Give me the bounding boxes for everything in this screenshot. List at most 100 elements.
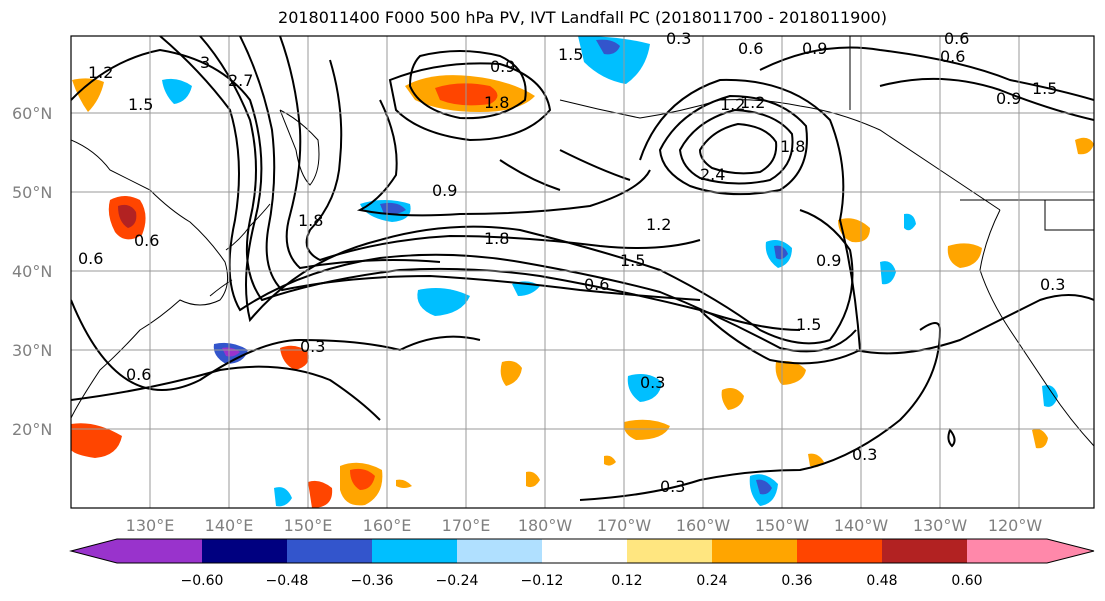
negative-anomaly-patch bbox=[627, 374, 662, 402]
contour-label: 1.8 bbox=[298, 211, 323, 230]
map-frame bbox=[70, 35, 1095, 509]
contour-label: 0.3 bbox=[640, 373, 665, 392]
map-title: 2018011400 F000 500 hPa PV, IVT Landfall… bbox=[278, 8, 887, 27]
contour-label: 3 bbox=[200, 53, 210, 72]
contour-label: 1.2 bbox=[646, 215, 671, 234]
colorbar-under-extension bbox=[71, 539, 117, 563]
colorbar-tick-label: 0.36 bbox=[781, 573, 812, 589]
lon-label: 160°W bbox=[676, 516, 731, 535]
contour-label: 0.3 bbox=[1040, 275, 1065, 294]
lon-label: 150°E bbox=[284, 516, 333, 535]
contour-label: 0.3 bbox=[666, 29, 691, 48]
north-america-west-coast bbox=[979, 209, 1094, 447]
kamchatka-coastline bbox=[279, 109, 320, 186]
colorbar-tick-label: −0.24 bbox=[436, 573, 479, 589]
contour-label: 1.8 bbox=[780, 137, 805, 156]
contour-label: 0.6 bbox=[738, 39, 763, 58]
colorbar-over-extension bbox=[1047, 539, 1094, 563]
pv-contour bbox=[855, 294, 1094, 355]
lat-label: 20°N bbox=[12, 420, 52, 439]
pv-contour bbox=[947, 428, 956, 448]
lon-label: 130°W bbox=[913, 516, 968, 535]
pv-contour bbox=[71, 299, 481, 391]
positive-anomaly-patch bbox=[775, 361, 806, 385]
lon-label: 130°E bbox=[126, 516, 175, 535]
contour-label: 2.4 bbox=[700, 165, 725, 184]
shaded-patches bbox=[71, 36, 1094, 508]
positive-anomaly-patch bbox=[308, 480, 333, 508]
pv-contour bbox=[279, 36, 441, 270]
pv-contour bbox=[305, 59, 701, 262]
contour-label: 1.5 bbox=[128, 95, 153, 114]
pv-contour bbox=[199, 36, 801, 331]
lon-label: 170°E bbox=[442, 516, 491, 535]
colorbar-tick-label: −0.60 bbox=[181, 573, 224, 589]
positive-anomaly-patch bbox=[526, 471, 540, 488]
colorbar-tick-label: −0.48 bbox=[266, 573, 309, 589]
pv-contour bbox=[388, 62, 552, 142]
latitude-labels: 60°N 50°N 40°N 30°N 20°N bbox=[12, 104, 52, 439]
colorbar-outline bbox=[69, 538, 1095, 564]
pv-contour bbox=[639, 78, 862, 365]
lon-label: 180°W bbox=[518, 516, 573, 535]
positive-anomaly-patch bbox=[947, 243, 982, 268]
pv-contour bbox=[759, 46, 1094, 101]
negative-anomaly-patch bbox=[417, 288, 470, 316]
pv-contour bbox=[879, 77, 1094, 121]
positive-anomaly-patch bbox=[623, 419, 670, 440]
lon-label: 170°W bbox=[597, 516, 652, 535]
negative-anomaly-patch bbox=[774, 245, 788, 260]
lat-label: 40°N bbox=[12, 262, 52, 281]
pv-contour bbox=[71, 48, 854, 345]
contour-label: 0.6 bbox=[126, 365, 151, 384]
lon-label: 150°W bbox=[755, 516, 810, 535]
lon-label: 140°W bbox=[834, 516, 889, 535]
colorbar-tick-label: −0.36 bbox=[351, 573, 394, 589]
contour-label: 0.3 bbox=[852, 445, 877, 464]
contour-label: 1.2 bbox=[720, 95, 745, 114]
contour-label: 1.8 bbox=[484, 229, 509, 248]
contour-label: 0.6 bbox=[584, 275, 609, 294]
positive-anomaly-patch bbox=[280, 345, 309, 370]
lat-label: 50°N bbox=[12, 183, 52, 202]
colorbar-segment bbox=[712, 539, 797, 563]
contour-label: 1.8 bbox=[484, 93, 509, 112]
positive-anomaly-patch bbox=[350, 468, 375, 490]
pv-contour bbox=[71, 365, 381, 421]
positive-anomaly-patch bbox=[838, 218, 870, 243]
contour-label: 0.3 bbox=[660, 477, 685, 496]
colorbar-segment bbox=[542, 539, 627, 563]
positive-anomaly-patch bbox=[1032, 429, 1048, 449]
contour-label: 0.9 bbox=[432, 181, 457, 200]
negative-anomaly-patch bbox=[880, 261, 896, 285]
pv-contour bbox=[356, 99, 651, 217]
positive-anomaly-patch bbox=[71, 423, 122, 458]
map-panel bbox=[71, 36, 1094, 508]
colorbar-segment bbox=[797, 539, 882, 563]
positive-anomaly-patch bbox=[604, 455, 616, 466]
longitude-labels: 130°E 140°E 150°E 160°E 170°E 180°W 170°… bbox=[126, 516, 1043, 535]
colorbar-segment bbox=[117, 539, 202, 563]
colorbar-tick-label: 0.48 bbox=[866, 573, 897, 589]
positive-anomaly-patch bbox=[396, 479, 412, 488]
lat-label: 60°N bbox=[12, 104, 52, 123]
colorbar-segment bbox=[627, 539, 712, 563]
contour-label: 0.6 bbox=[940, 47, 965, 66]
colorbar-segment bbox=[202, 539, 287, 563]
contour-label: 0.9 bbox=[490, 57, 515, 76]
pv-contour bbox=[239, 36, 701, 301]
lat-label: 30°N bbox=[12, 341, 52, 360]
negative-anomaly-patch bbox=[162, 78, 192, 104]
colorbar: −0.60 −0.48 −0.36 −0.24 −0.12 0.12 0.24 … bbox=[69, 538, 1095, 589]
lon-label: 120°W bbox=[988, 516, 1043, 535]
colorbar-segment bbox=[967, 539, 1047, 563]
colorbar-tick-label: 0.24 bbox=[696, 573, 727, 589]
contour-label: 1.2 bbox=[740, 93, 765, 112]
negative-anomaly-patch bbox=[596, 39, 620, 55]
pv-contour bbox=[159, 36, 857, 353]
negative-anomaly-patch bbox=[274, 487, 292, 507]
colorbar-segment bbox=[457, 539, 542, 563]
contour-label: 0.9 bbox=[816, 251, 841, 270]
colorbar-segment bbox=[372, 539, 457, 563]
